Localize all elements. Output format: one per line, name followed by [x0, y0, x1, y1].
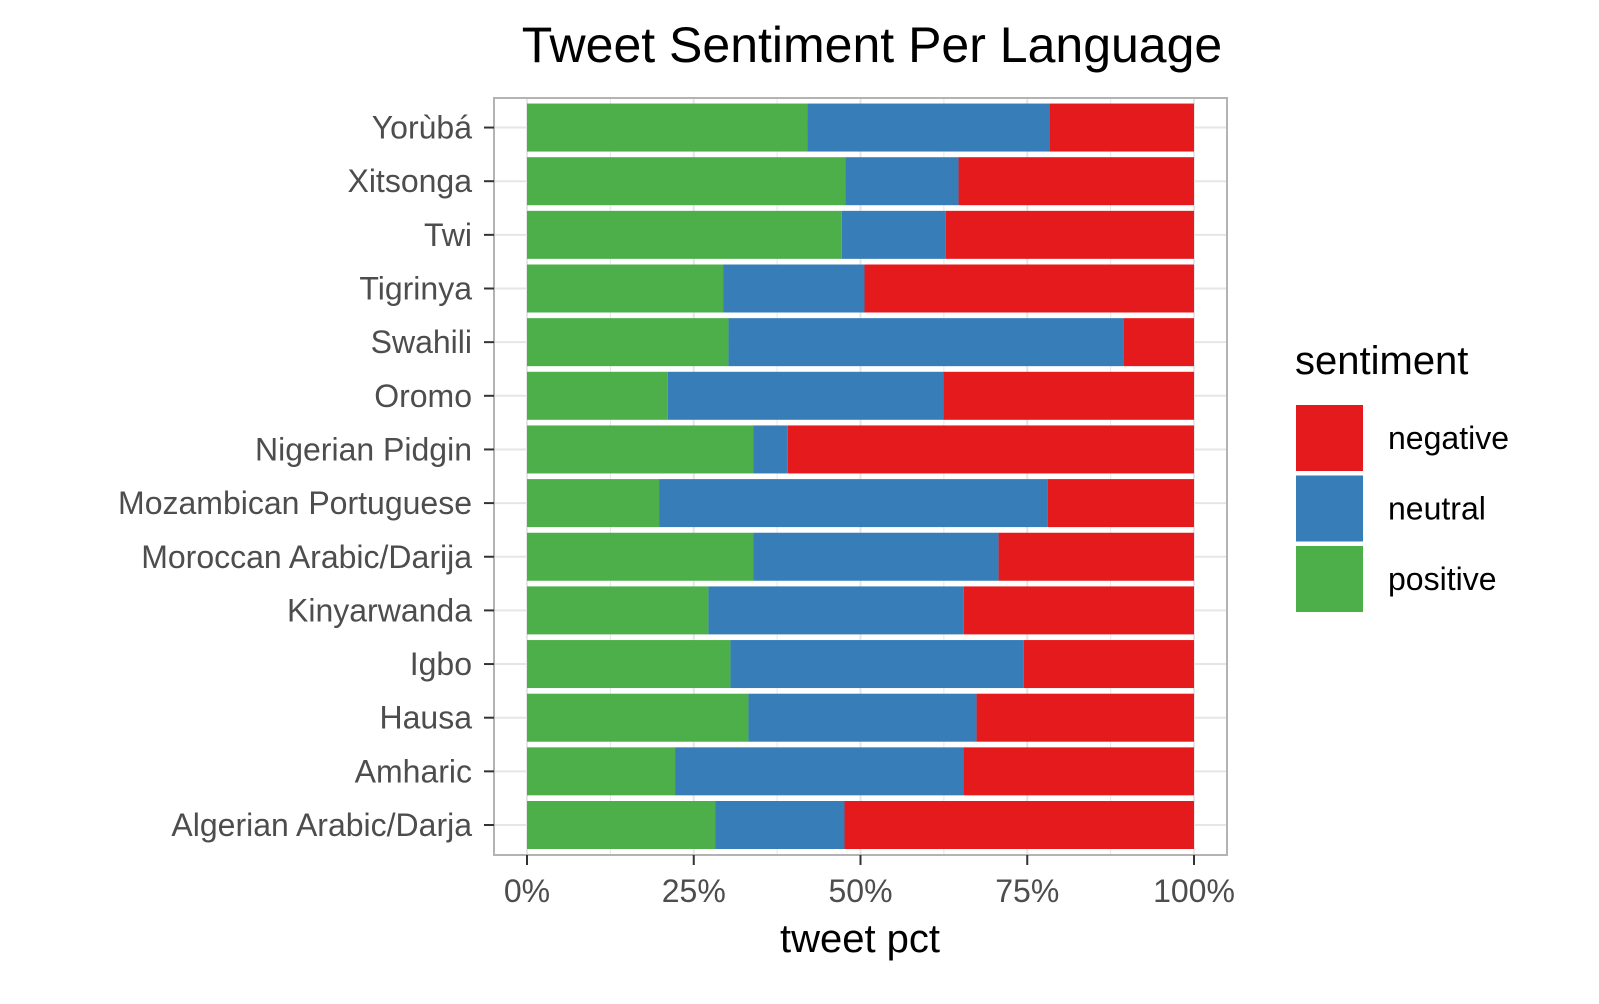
bar-segment-neutral — [715, 801, 845, 849]
bar-segment-negative — [1049, 103, 1194, 152]
x-tick-label: 0% — [504, 873, 550, 909]
category-label: Hausa — [380, 700, 473, 736]
bar-segment-positive — [527, 318, 729, 367]
bar-segment-negative — [963, 747, 1194, 796]
bar-segment-neutral — [753, 425, 788, 474]
category-label: Xitsonga — [347, 163, 472, 199]
bar-segment-neutral — [730, 640, 1024, 689]
bar-segment-positive — [527, 103, 808, 152]
bar-segment-neutral — [841, 210, 946, 259]
bar-segment-positive — [527, 801, 716, 849]
x-axis-title: tweet pct — [780, 917, 940, 961]
bar-segment-negative — [1047, 479, 1194, 528]
bar-segment-negative — [844, 801, 1194, 849]
bar-segment-neutral — [753, 532, 999, 581]
category-label: Mozambican Portuguese — [118, 485, 472, 521]
bar-segment-neutral — [675, 747, 964, 796]
bar-segment-neutral — [807, 103, 1050, 152]
bar-segment-positive — [527, 264, 724, 313]
x-tick-label: 50% — [828, 873, 892, 909]
legend-label-neutral: neutral — [1388, 491, 1486, 527]
legend-key-negative — [1296, 405, 1363, 471]
category-labels: Algerian Arabic/Darja Amharic Hausa Igbo Kin… — [118, 110, 494, 843]
bar-segment-positive — [527, 747, 676, 796]
legend-label-positive: positive — [1388, 561, 1497, 597]
bar-segment-positive — [527, 586, 709, 635]
bar-segment-negative — [976, 693, 1194, 742]
bar-segment-neutral — [728, 318, 1124, 367]
x-tick-label: 25% — [662, 873, 726, 909]
bar-segment-negative — [945, 210, 1194, 259]
legend-label-negative: negative — [1388, 420, 1509, 456]
bar-segment-negative — [864, 264, 1194, 313]
bar-segment-neutral — [659, 479, 1048, 528]
bar-segment-negative — [1023, 640, 1194, 689]
bar-segment-negative — [943, 371, 1194, 420]
bar-segment-negative — [958, 157, 1194, 206]
x-tick-label: 100% — [1153, 873, 1235, 909]
bar-segment-negative — [1123, 318, 1194, 367]
chart-title: Tweet Sentiment Per Language — [522, 17, 1222, 73]
bar-segment-negative — [998, 532, 1194, 581]
legend-key-positive — [1296, 546, 1363, 612]
category-label: Igbo — [410, 646, 472, 682]
category-label: Swahili — [371, 324, 472, 360]
bar-segment-positive — [527, 640, 731, 689]
category-label: Twi — [424, 217, 472, 253]
bar-segment-positive — [527, 157, 846, 206]
bar-segment-negative — [787, 425, 1194, 474]
bar-segment-neutral — [723, 264, 865, 313]
bar-segment-positive — [527, 479, 660, 528]
category-label: Moroccan Arabic/Darija — [141, 539, 472, 575]
category-label: Oromo — [374, 378, 472, 414]
x-tick-label: 75% — [995, 873, 1059, 909]
bar-segment-neutral — [708, 586, 964, 635]
legend: sentiment negative neutral positive — [1295, 339, 1509, 612]
category-label: Nigerian Pidgin — [255, 431, 472, 467]
category-label: Yorùbá — [372, 110, 472, 146]
bar-segment-negative — [963, 586, 1194, 635]
category-label: Tigrinya — [359, 271, 472, 307]
ticks-layer: 0% 25% 50% 75% 100% — [504, 855, 1235, 909]
bar-segment-positive — [527, 210, 842, 259]
category-label: Kinyarwanda — [287, 592, 472, 628]
bar-segment-positive — [527, 371, 668, 420]
bars-layer — [527, 103, 1194, 849]
category-label: Algerian Arabic/Darja — [171, 807, 472, 843]
category-label: Amharic — [355, 753, 472, 789]
bar-segment-positive — [527, 425, 754, 474]
legend-title: sentiment — [1295, 339, 1468, 383]
bar-segment-neutral — [845, 157, 959, 206]
bar-segment-positive — [527, 693, 749, 742]
bar-segment-neutral — [667, 371, 944, 420]
bar-segment-positive — [527, 532, 754, 581]
legend-key-neutral — [1296, 475, 1363, 542]
bar-segment-neutral — [748, 693, 977, 742]
